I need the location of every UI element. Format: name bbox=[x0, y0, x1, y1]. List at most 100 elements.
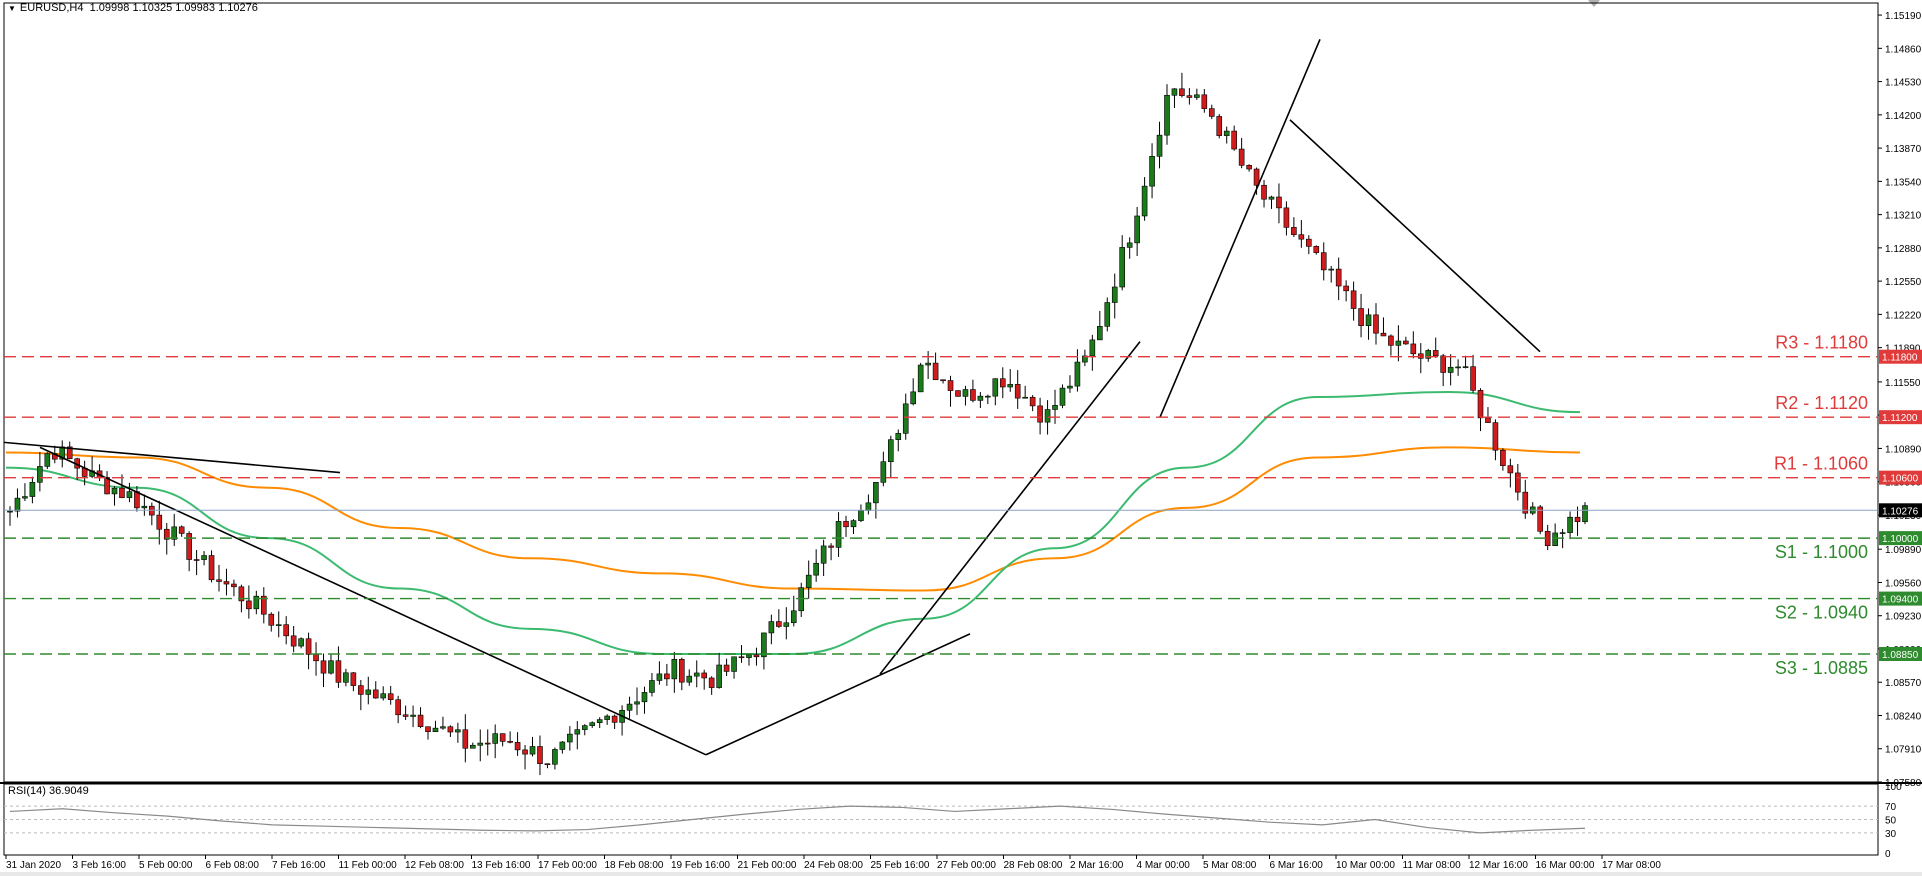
candle-body bbox=[335, 660, 342, 683]
candle-body bbox=[1291, 227, 1297, 235]
candle-body bbox=[932, 362, 939, 381]
candle-body bbox=[1156, 134, 1163, 157]
trend-line[interactable] bbox=[705, 633, 971, 756]
dropdown-triangle-icon[interactable]: ▼ bbox=[8, 4, 16, 13]
candle-body bbox=[425, 726, 431, 732]
candle-body bbox=[410, 714, 416, 717]
candle-body bbox=[589, 722, 596, 726]
x-tick-label: 4 Mar 00:00 bbox=[1137, 860, 1191, 871]
symbol-info: ▼ EURUSD,H4 1.09998 1.10325 1.09983 1.102… bbox=[8, 2, 258, 14]
candle-body bbox=[559, 741, 566, 750]
candle-body bbox=[372, 689, 379, 699]
candle-body bbox=[1029, 396, 1036, 407]
candle-body bbox=[1261, 184, 1267, 200]
candle-body bbox=[290, 635, 297, 647]
candle-body bbox=[1208, 108, 1215, 117]
x-tick-label: 11 Mar 08:00 bbox=[1403, 860, 1462, 871]
candle-body bbox=[902, 403, 909, 434]
candle-body bbox=[1440, 355, 1446, 373]
trend-line[interactable] bbox=[1289, 119, 1541, 353]
level-price-tag bbox=[1879, 470, 1922, 485]
candle-body bbox=[596, 719, 603, 723]
candle-body bbox=[358, 685, 364, 695]
y-tick-label: 1.12220 bbox=[1885, 310, 1922, 321]
candle-body bbox=[365, 689, 372, 695]
candle-body bbox=[1238, 148, 1245, 166]
candle-body bbox=[604, 715, 610, 720]
candle-body bbox=[395, 699, 401, 716]
candle-body bbox=[1223, 130, 1230, 136]
x-tick-label: 12 Mar 16:00 bbox=[1469, 860, 1528, 871]
candle-body bbox=[156, 514, 163, 530]
candle-body bbox=[1328, 268, 1335, 271]
candle-body bbox=[1455, 366, 1461, 369]
x-tick-label: 17 Mar 08:00 bbox=[1602, 860, 1661, 871]
candle-body bbox=[305, 638, 312, 655]
x-tick-label: 2 Mar 16:00 bbox=[1070, 860, 1124, 871]
candle-body bbox=[208, 555, 215, 581]
candle-body bbox=[917, 364, 924, 393]
y-tick-label: 1.09890 bbox=[1885, 545, 1922, 556]
candle-body bbox=[671, 658, 678, 680]
candle-body bbox=[171, 526, 178, 540]
trend-line[interactable] bbox=[1159, 38, 1321, 418]
current-price-label: 1.10276 bbox=[1882, 506, 1919, 517]
candle-body bbox=[574, 729, 581, 735]
candle-body bbox=[1067, 385, 1073, 389]
y-tick-label: 1.14860 bbox=[1885, 44, 1922, 55]
candle-body bbox=[641, 692, 648, 703]
candle-body bbox=[298, 638, 304, 647]
trend-line[interactable] bbox=[3, 441, 341, 474]
candle-body bbox=[947, 380, 954, 391]
candle-body bbox=[1201, 94, 1208, 109]
candle-body bbox=[611, 715, 618, 723]
candle-body bbox=[686, 675, 693, 683]
y-tick-label: 1.14530 bbox=[1885, 78, 1922, 89]
candle-body bbox=[328, 660, 334, 674]
candle-body bbox=[1082, 355, 1088, 363]
candle-body bbox=[537, 746, 543, 764]
candle-body bbox=[679, 658, 685, 683]
candle-body bbox=[835, 521, 842, 548]
x-tick-label: 27 Feb 00:00 bbox=[937, 860, 996, 871]
bottom-scrollbar[interactable] bbox=[0, 872, 1922, 876]
candle-body bbox=[231, 583, 237, 588]
candle-body bbox=[1432, 350, 1439, 357]
candle-body bbox=[499, 733, 506, 742]
candle-body bbox=[1447, 366, 1454, 373]
candle-body bbox=[1477, 390, 1484, 419]
candle-body bbox=[66, 446, 73, 460]
y-tick-label: 1.13540 bbox=[1885, 177, 1922, 188]
candle-body bbox=[126, 491, 133, 498]
candle-body bbox=[716, 664, 722, 688]
candle-body bbox=[873, 482, 879, 504]
x-tick-label: 10 Mar 00:00 bbox=[1336, 860, 1395, 871]
candle-body bbox=[708, 677, 715, 688]
candle-body bbox=[1567, 516, 1573, 533]
x-tick-label: 3 Feb 16:00 bbox=[73, 860, 127, 871]
candle-body bbox=[14, 497, 21, 512]
candle-body bbox=[1365, 314, 1372, 326]
candles bbox=[7, 72, 1588, 776]
candle-body bbox=[1552, 532, 1558, 547]
y-tick-label: 1.07910 bbox=[1885, 745, 1922, 756]
candle-body bbox=[1373, 314, 1379, 334]
level-price-tag-label: 1.11200 bbox=[1882, 413, 1918, 424]
candle-body bbox=[701, 672, 707, 679]
trend-line[interactable] bbox=[879, 341, 1141, 675]
candle-body bbox=[1410, 343, 1417, 355]
candle-body bbox=[1141, 185, 1148, 217]
candle-body bbox=[1253, 168, 1260, 186]
level-price-tag bbox=[1879, 591, 1922, 606]
candle-body bbox=[201, 555, 207, 560]
candle-body bbox=[350, 672, 357, 686]
candle-body bbox=[1014, 384, 1021, 399]
candle-body bbox=[753, 654, 760, 658]
trend-line[interactable] bbox=[39, 446, 707, 756]
y-tick-label: 1.08240 bbox=[1885, 711, 1922, 722]
current-price-tag bbox=[1879, 503, 1922, 518]
candle-body bbox=[1388, 335, 1394, 346]
candle-body bbox=[581, 725, 588, 730]
candle-body bbox=[186, 533, 192, 560]
